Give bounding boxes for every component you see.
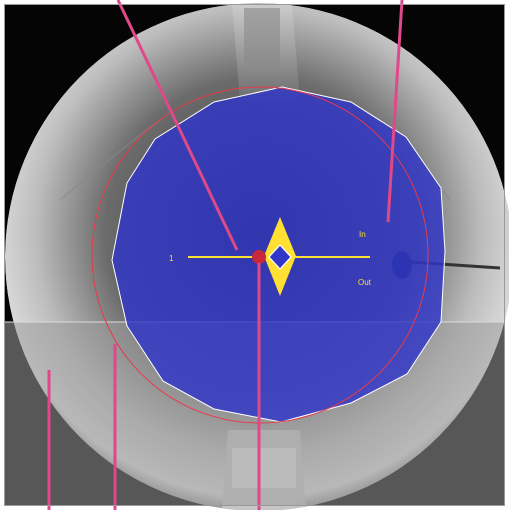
callout-lines xyxy=(47,0,404,510)
callout-detection-area xyxy=(386,0,404,223)
in-direction-label: In xyxy=(359,230,366,239)
double-arrow-diamond-icon[interactable] xyxy=(264,217,296,296)
frame-border xyxy=(4,4,505,506)
out-direction-label: Out xyxy=(358,278,372,287)
line-number-label: 1 xyxy=(169,254,174,263)
callout-counting-line xyxy=(116,0,239,251)
red-dot-icon[interactable] xyxy=(252,250,266,264)
